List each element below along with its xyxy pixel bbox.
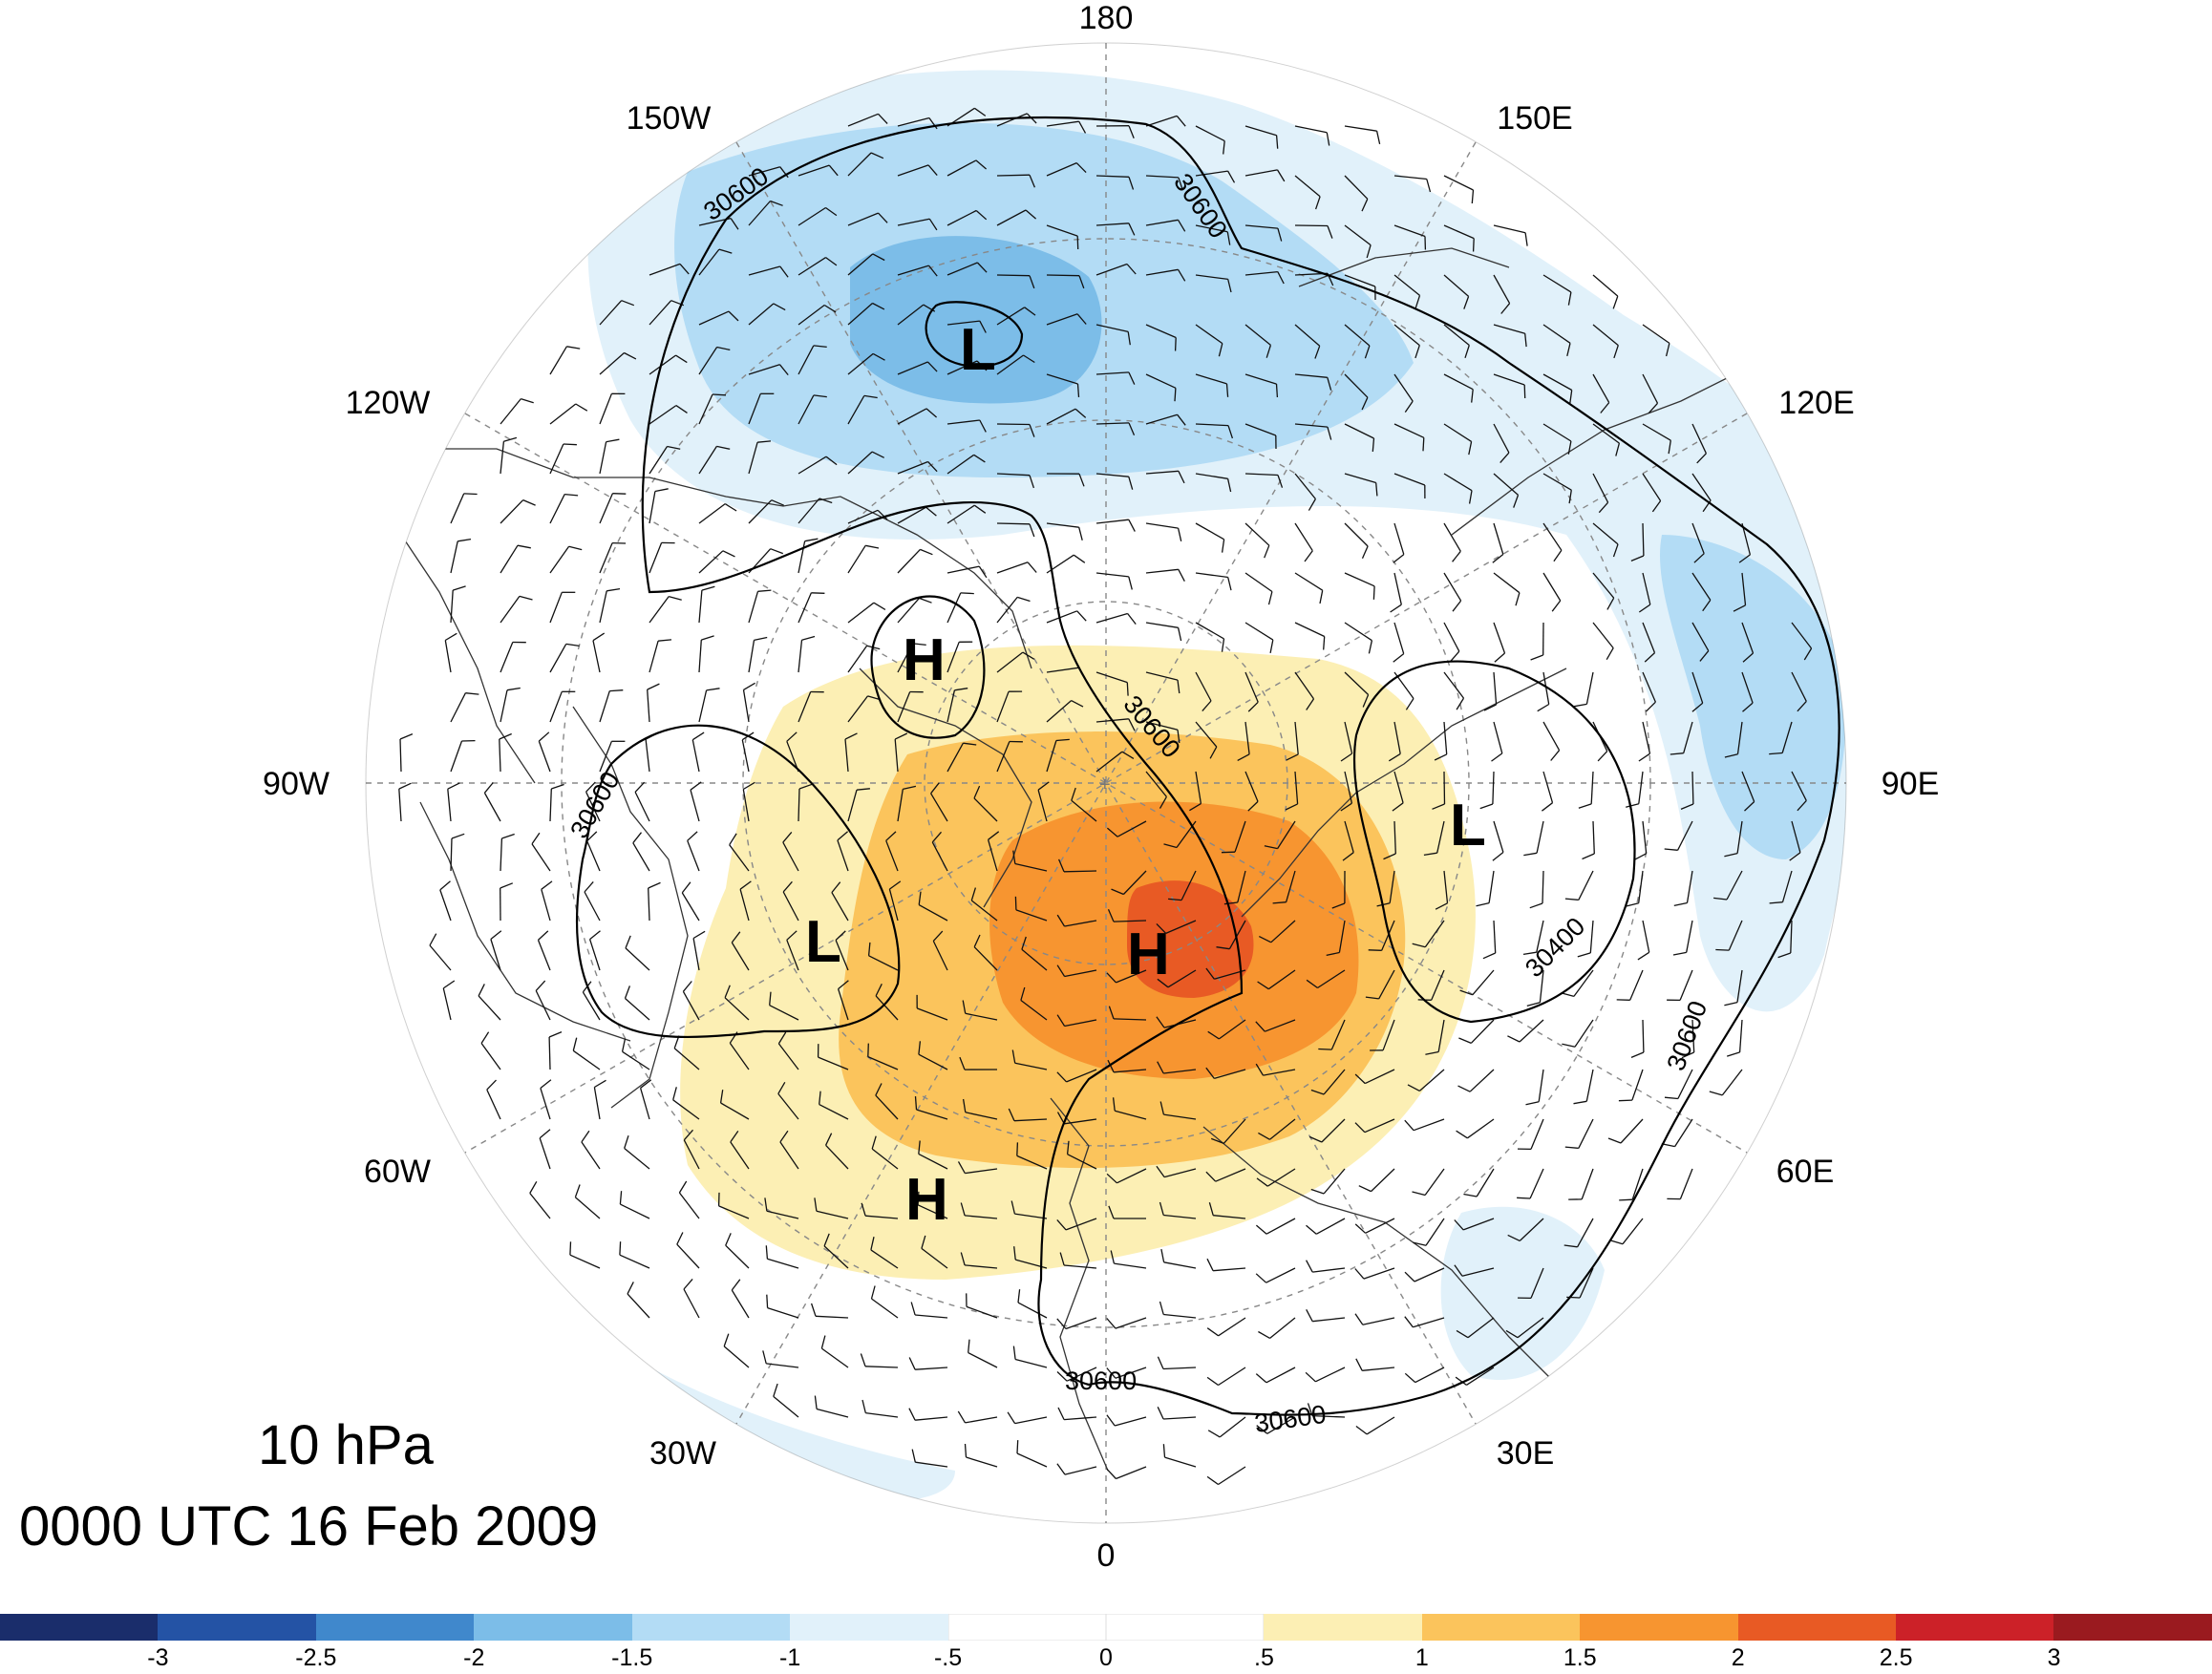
colorbar-tick-label: 0 [1099,1644,1113,1671]
graticule [366,43,1846,1523]
colorbar-segment [158,1614,316,1641]
colorbar-tick-label: 1.5 [1563,1644,1597,1671]
colorbar-tick-label: -1.5 [611,1644,653,1671]
high-center-marker: H [1127,922,1170,987]
lon-label-90w: 90W [263,766,330,802]
lon-label-150w: 150W [627,100,712,137]
colorbar-segment [474,1614,632,1641]
colorbar-tick-label: -2 [463,1644,485,1671]
coastlines [400,247,1777,1472]
colorbar-segment [1737,1614,1897,1641]
lon-label-30w: 30W [649,1435,716,1472]
colorbar-segment [790,1614,948,1641]
colorbar-segment [1264,1614,1422,1641]
pole-marker: + [1099,774,1111,795]
map-border [365,42,1847,1524]
lon-label-150e: 150E [1497,100,1572,137]
low-center-marker: L [960,317,996,383]
low-center-marker: L [805,909,841,975]
valid-time-title: 0000 UTC 16 Feb 2009 [19,1495,599,1557]
lon-label-30e: 30E [1497,1435,1555,1472]
pressure-level-title: 10 hPa [258,1414,434,1476]
contour-label: 30600 [1065,1367,1137,1395]
lon-label-120e: 120E [1778,385,1854,421]
colorbar-tick-label: -3 [147,1644,169,1671]
wind-barbs [398,107,1813,1486]
lon-label-120w: 120W [346,385,431,421]
colorbar-segment [315,1614,475,1641]
height-contours [575,116,1840,1416]
colorbar-segment [1105,1614,1265,1641]
colorbar-segment [1896,1614,2054,1641]
colorbar-tick-label: -2.5 [295,1644,337,1671]
colorbar-segment [947,1614,1106,1641]
polar-map: 30600 30600 30600 30600 30600 30400 3060… [263,0,1939,1574]
longitude-labels: 180 150E 120E 90E 60E 30E 0 30W 60W 90W … [263,0,1939,1574]
colorbar [0,1614,2212,1641]
colorbar-tick-label: -1 [779,1644,801,1671]
colorbar-tick-label: 3 [2047,1644,2061,1671]
colorbar-tick-label: 2 [1731,1644,1745,1671]
lon-label-180: 180 [1079,0,1134,36]
negative-anomaly-shading [587,70,1846,1503]
colorbar-labels: -3 -2.5 -2 -1.5 -1 -.5 0 .5 1 1.5 2 2.5 3 [0,1644,2212,1673]
colorbar-segment [0,1614,159,1641]
lon-label-90e: 90E [1882,766,1940,802]
colorbar-segment [2053,1614,2212,1641]
low-center-marker: L [1450,793,1486,858]
colorbar-tick-label: .5 [1253,1644,1274,1671]
lon-label-60e: 60E [1776,1154,1835,1190]
high-center-marker: H [905,1167,948,1233]
colorbar-tick-label: -.5 [933,1644,963,1671]
pressure-centers: L H L L H H [805,317,1486,1233]
lon-label-0: 0 [1097,1537,1116,1574]
lon-label-60w: 60W [364,1154,431,1190]
colorbar-segment [631,1614,791,1641]
colorbar-tick-label: 1 [1414,1644,1429,1671]
colorbar-segment [1421,1614,1581,1641]
high-center-marker: H [903,627,946,693]
colorbar-tick-label: 2.5 [1879,1644,1913,1671]
colorbar-segment [1580,1614,1738,1641]
